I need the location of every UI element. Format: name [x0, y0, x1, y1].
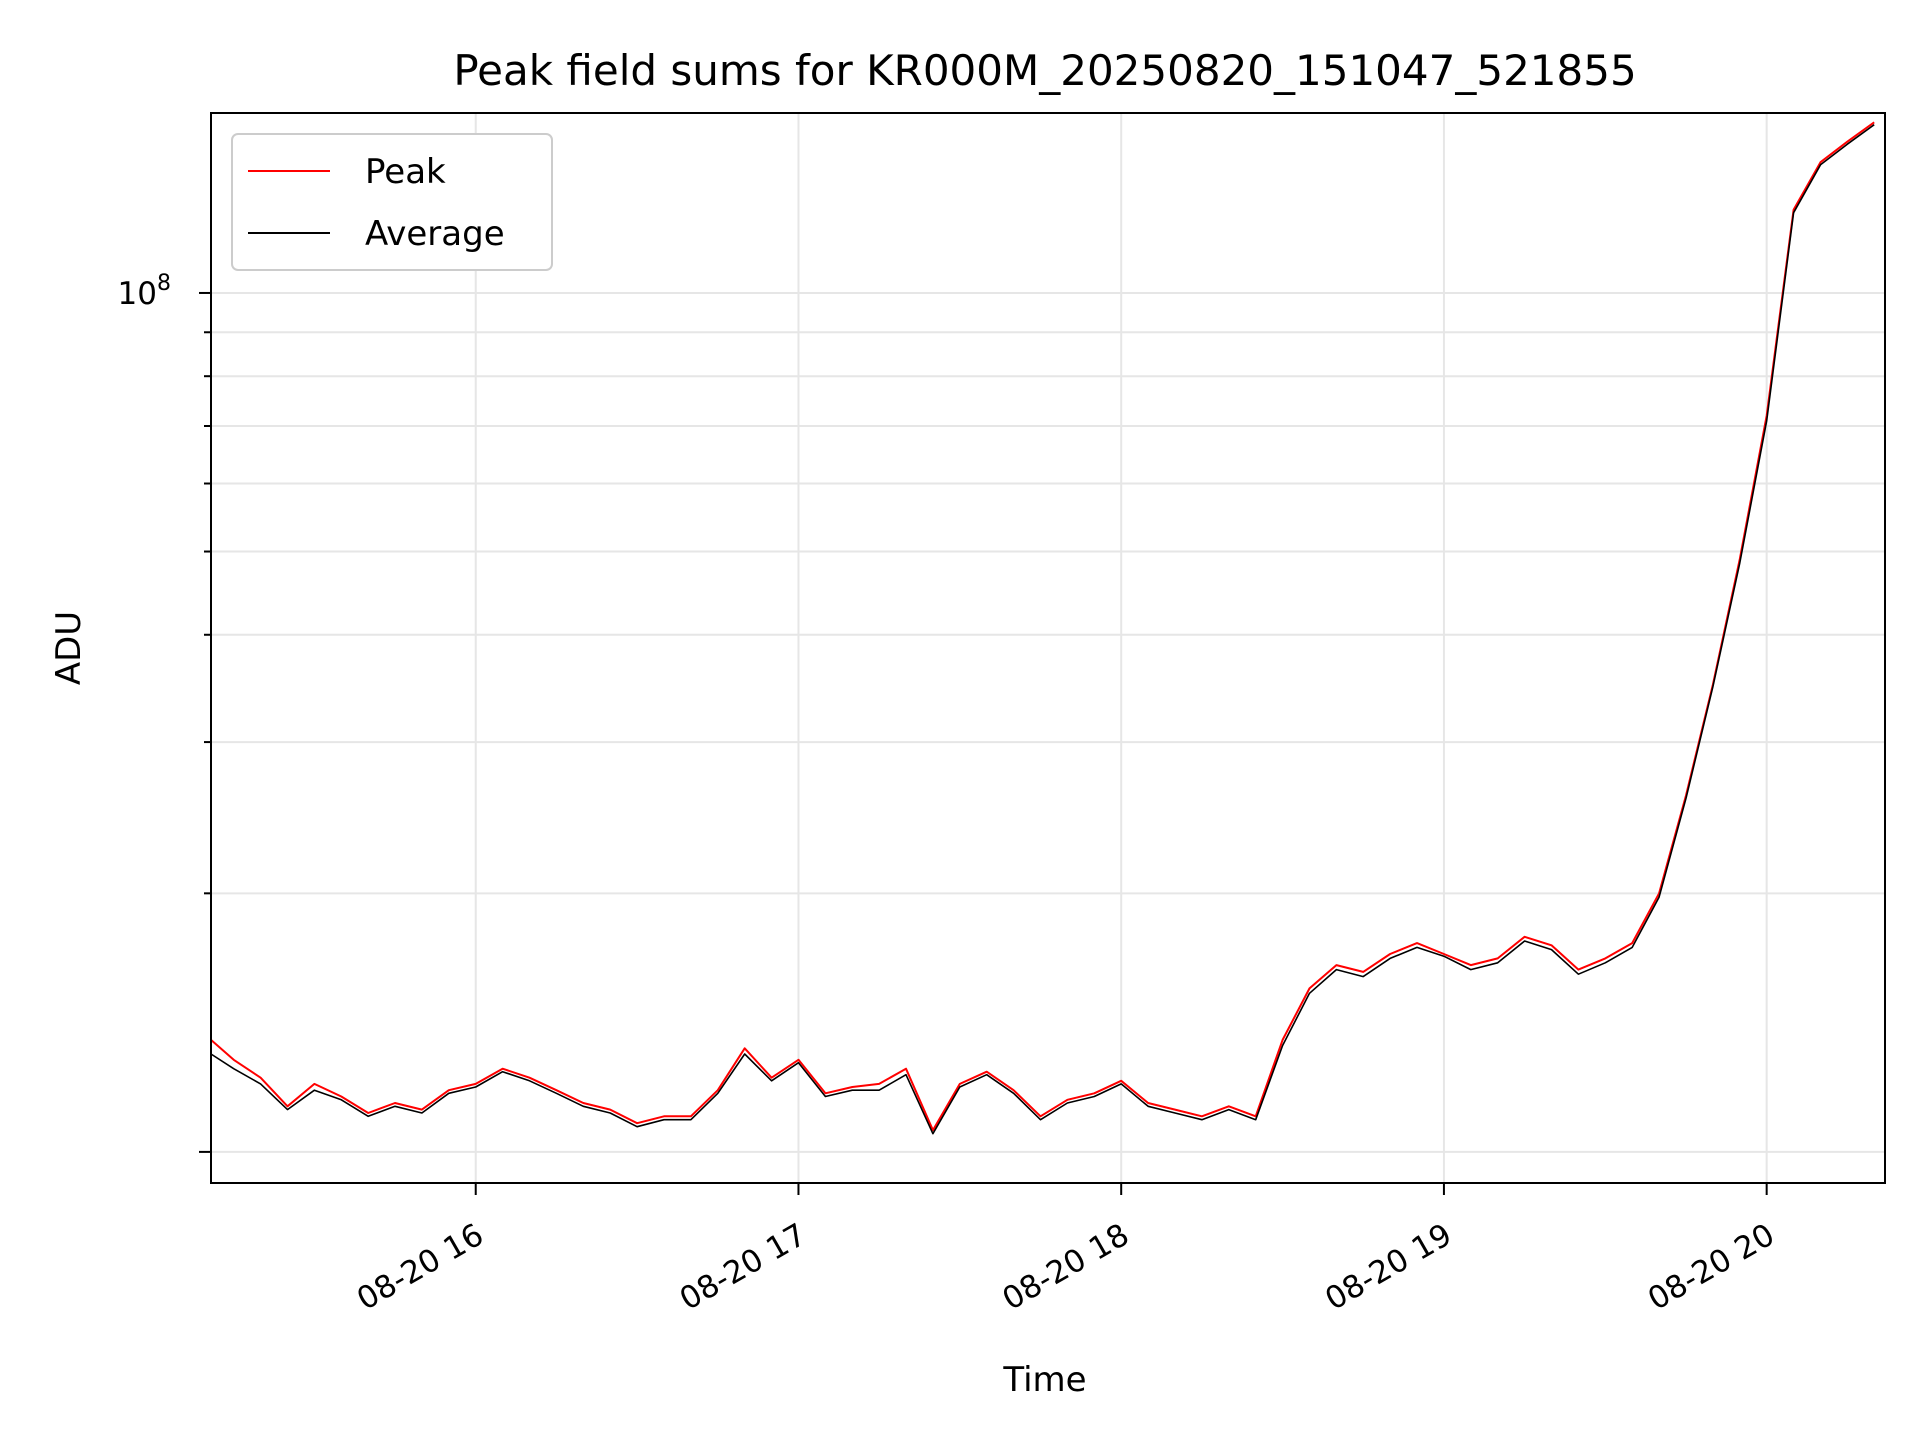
legend: Peak Average [231, 133, 553, 271]
plot-area [210, 121, 1875, 1135]
legend-label: Peak [365, 152, 446, 192]
grid-lines [211, 113, 1885, 1183]
legend-label: Average [365, 214, 505, 254]
legend-box [231, 133, 553, 271]
y-tick-exponent: 8 [157, 271, 171, 296]
x-axis-label: Time [1002, 1360, 1086, 1400]
chart-title: Peak field sums for KR000M_20250820_1510… [453, 46, 1636, 95]
y-axis-label: ADU [49, 611, 89, 685]
y-tick-base: 10 [118, 276, 157, 312]
series-line-peak [210, 121, 1875, 1132]
y-tick-label: 108 [118, 271, 171, 312]
y-axis: 108 [118, 271, 211, 1153]
axes-frame [210, 112, 1886, 1184]
series-line-average [210, 124, 1875, 1135]
